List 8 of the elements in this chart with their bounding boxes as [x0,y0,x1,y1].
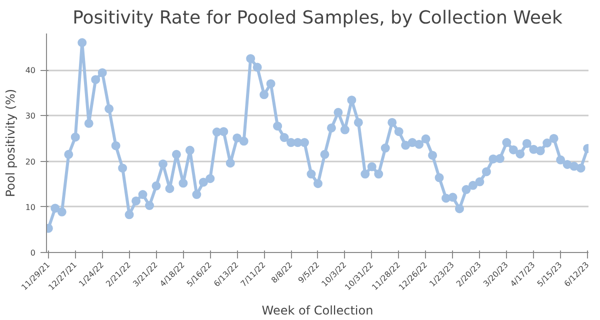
x-axis-title: Week of Collection [262,303,374,318]
y-tick-label: 40 [25,66,36,75]
y-tick-label: 0 [30,248,36,258]
y-axis-title: Pool positivity (%) [3,88,18,198]
chart-title: Positivity Rate for Pooled Samples, by Collection Week [72,8,564,28]
y-tick-label: 10 [25,202,36,212]
y-tick-label: 20 [25,157,36,166]
y-tick-label: 30 [25,112,36,121]
